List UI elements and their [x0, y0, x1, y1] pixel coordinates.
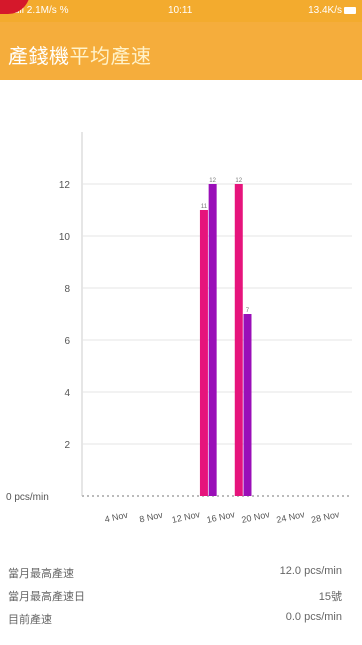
- page-title: 產錢機平均產速: [8, 40, 152, 69]
- y-unit-label: 0 pcs/min: [6, 492, 49, 503]
- x-tick-label: 8 Nov: [139, 510, 165, 525]
- battery-icon: [344, 7, 356, 14]
- chart-svg: 2 4 6 8 10 12 0 pcs/min 11 12 12 7 4 Nov 8 Nov 12 Nov…: [6, 132, 352, 525]
- info-value: 0.0 pcs/min: [285, 611, 342, 623]
- chart-bar: [243, 314, 252, 496]
- info-row-current-speed: 目前產速 0.0 pcs/min: [0, 611, 362, 635]
- x-tick-label: 16 Nov: [206, 509, 236, 525]
- status-carrier: ull 2.1M/s %: [14, 5, 69, 16]
- status-battery: 13.4K/s: [308, 5, 342, 16]
- y-tick-label: 6: [64, 336, 70, 347]
- x-tick-label: 12 Nov: [171, 509, 201, 525]
- status-time: 10:11: [168, 5, 193, 16]
- x-tick-label: 4 Nov: [104, 510, 130, 525]
- app-bar: 產錢機平均產速: [0, 22, 362, 80]
- info-label: 當月最高產速日: [8, 591, 85, 603]
- bar-value-label: 12: [209, 178, 216, 184]
- y-tick-label: 8: [64, 284, 70, 295]
- info-value: 12.0 pcs/min: [279, 565, 342, 577]
- y-tick-label: 2: [64, 440, 70, 451]
- info-row-max-day: 當月最高產速日 15號: [0, 588, 362, 612]
- chart-bar: [199, 210, 208, 496]
- status-bar: ull 2.1M/s % 10:11 13.4K/s: [0, 0, 362, 22]
- info-label: 當月最高產速: [8, 568, 74, 580]
- chart-bar: [234, 184, 243, 496]
- chart-bar: [208, 184, 217, 496]
- page-title-sub: 平均產速: [69, 46, 152, 68]
- y-tick-label: 12: [59, 180, 71, 191]
- info-value: 15號: [318, 591, 342, 603]
- speed-chart: 2 4 6 8 10 12 0 pcs/min 11 12 12 7 4 Nov 8 Nov 12 Nov…: [0, 120, 362, 540]
- y-tick-label: 4: [64, 388, 70, 399]
- x-tick-label: 20 Nov: [241, 509, 271, 525]
- x-tick-label: 24 Nov: [275, 509, 305, 525]
- page-title-main: 產錢機: [8, 46, 70, 68]
- x-tick-label: 28 Nov: [310, 509, 340, 525]
- info-row-max-speed: 當月最高產速 12.0 pcs/min: [0, 565, 362, 589]
- info-label: 目前產速: [8, 614, 52, 626]
- y-tick-label: 10: [59, 232, 71, 243]
- bar-value-label: 12: [235, 178, 242, 184]
- chart-canvas: 2 4 6 8 10 12 0 pcs/min 11 12 12 7 4 Nov 8 Nov 12 Nov…: [0, 120, 362, 540]
- bar-value-label: 11: [201, 204, 208, 210]
- bar-value-label: 7: [246, 308, 250, 314]
